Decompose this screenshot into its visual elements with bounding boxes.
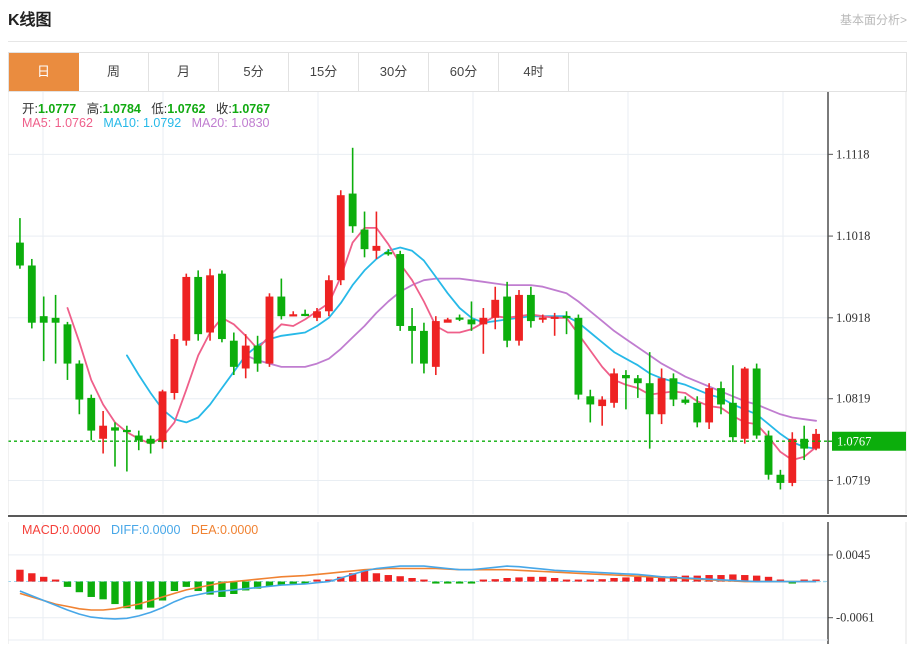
svg-text:1.0918: 1.0918 [836,311,870,325]
dea-value: 0.0000 [220,523,259,537]
ma5-label: MA5: [22,116,52,130]
tab-7[interactable]: 4时 [499,53,569,91]
low-label: 低: [151,102,168,116]
tab-5[interactable]: 30分 [359,53,429,91]
ma10-value: 1.0792 [142,116,182,130]
tabbar-filler [569,53,906,91]
diff-value: 0.0000 [142,523,181,537]
fundamental-analysis-link[interactable]: 基本面分析> [839,13,907,27]
svg-text:1.0819: 1.0819 [836,392,870,406]
svg-text:1.0767: 1.0767 [837,435,871,449]
diff-label: DIFF: [110,523,143,537]
svg-text:1.1018: 1.1018 [836,229,870,243]
macd-readout: MACD:0.0000 DIFF:0.0000 DEA:0.0000 [22,523,258,537]
kline-chart[interactable]: 1.1118 1.1018 1.0918 1.0819 1.0719 1.0767 0.00… [8,92,907,644]
header-divider [8,41,907,42]
svg-text:1.1118: 1.1118 [836,147,869,161]
tab-6[interactable]: 60分 [429,53,499,91]
svg-text:-0.0061: -0.0061 [836,611,875,625]
macd-label: MACD: [22,523,63,537]
page-title: K线图 [8,12,52,29]
low-value: 1.0762 [167,102,206,116]
high-value: 1.0784 [102,102,141,116]
svg-text:1.0719: 1.0719 [836,473,870,487]
svg-text:0.0045: 0.0045 [836,548,870,562]
open-value: 1.0777 [37,102,77,116]
open-label: 开: [22,102,38,116]
macd-value: 0.0000 [62,523,101,537]
close-label: 收: [215,102,232,116]
dea-label: DEA: [190,523,221,537]
page-header: K线图 基本面分析> [0,0,915,44]
ohlc-readout: 开:1.0777 高:1.0784 低:1.0762 收:1.0767 [22,98,270,117]
tab-4[interactable]: 15分 [289,53,359,91]
ma20-label: MA20: [191,116,228,130]
ma20-value: 1.0830 [231,116,270,130]
timeframe-tabbar[interactable]: 日周月 5分 15分 30分 60分 4时 [8,52,907,92]
chart-container: 1.1118 1.1018 1.0918 1.0819 1.0719 1.0767 0.00… [8,92,907,644]
tab-2[interactable]: 月 [149,53,219,91]
high-label: 高: [86,102,103,116]
tab-3[interactable]: 5分 [219,53,289,91]
tab-0[interactable]: 日 [9,53,79,91]
ma10-label: MA10: [103,116,140,130]
tab-1[interactable]: 周 [79,53,149,91]
ma5-value: 1.0762 [54,116,93,130]
ma-readout: MA5: 1.0762 MA10: 1.0792 MA20: 1.0830 [22,116,269,130]
close-value: 1.0767 [231,102,271,116]
